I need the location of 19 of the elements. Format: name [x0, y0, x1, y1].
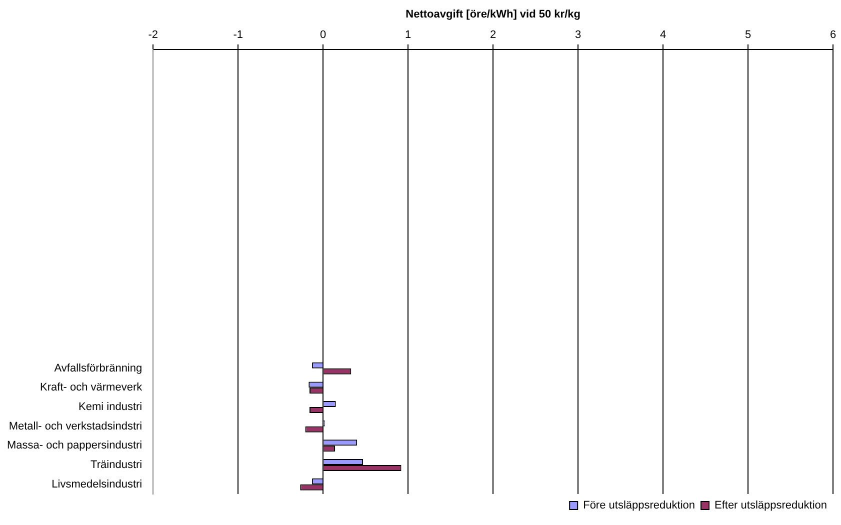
- x-tick-label: 2: [490, 28, 496, 41]
- x-tick-label: -1: [233, 28, 243, 41]
- y-tick-label: Metall- och verkstadsindstri: [8, 420, 142, 432]
- legend-label: Före utsläppsreduktion: [583, 500, 695, 512]
- x-tick-label: -2: [148, 28, 158, 41]
- y-tick-label: Kraft- och värmeverk: [40, 382, 143, 394]
- x-tick-label: 3: [574, 28, 582, 41]
- x-tick-label: 5: [744, 28, 752, 41]
- y-tick-label: Avfallsförbränning: [54, 362, 142, 374]
- x-tick-label: 0: [320, 28, 326, 41]
- legend-label: Efter utsläppsreduktion: [714, 500, 828, 512]
- y-tick-label: Livsmedelsindustri: [52, 478, 142, 490]
- x-tick-label: 4: [660, 28, 666, 41]
- y-tick-label: Träindustri: [90, 459, 142, 472]
- x-axis-title: Nettoavgift [öre/kWh] vid 50 kr/kg: [406, 8, 580, 21]
- y-tick-label: Massa- och pappersindustri: [6, 440, 142, 452]
- x-tick-label: 1: [405, 28, 412, 41]
- y-tick-label: Kemi industri: [78, 401, 142, 414]
- x-tick-label: 6: [830, 28, 836, 41]
